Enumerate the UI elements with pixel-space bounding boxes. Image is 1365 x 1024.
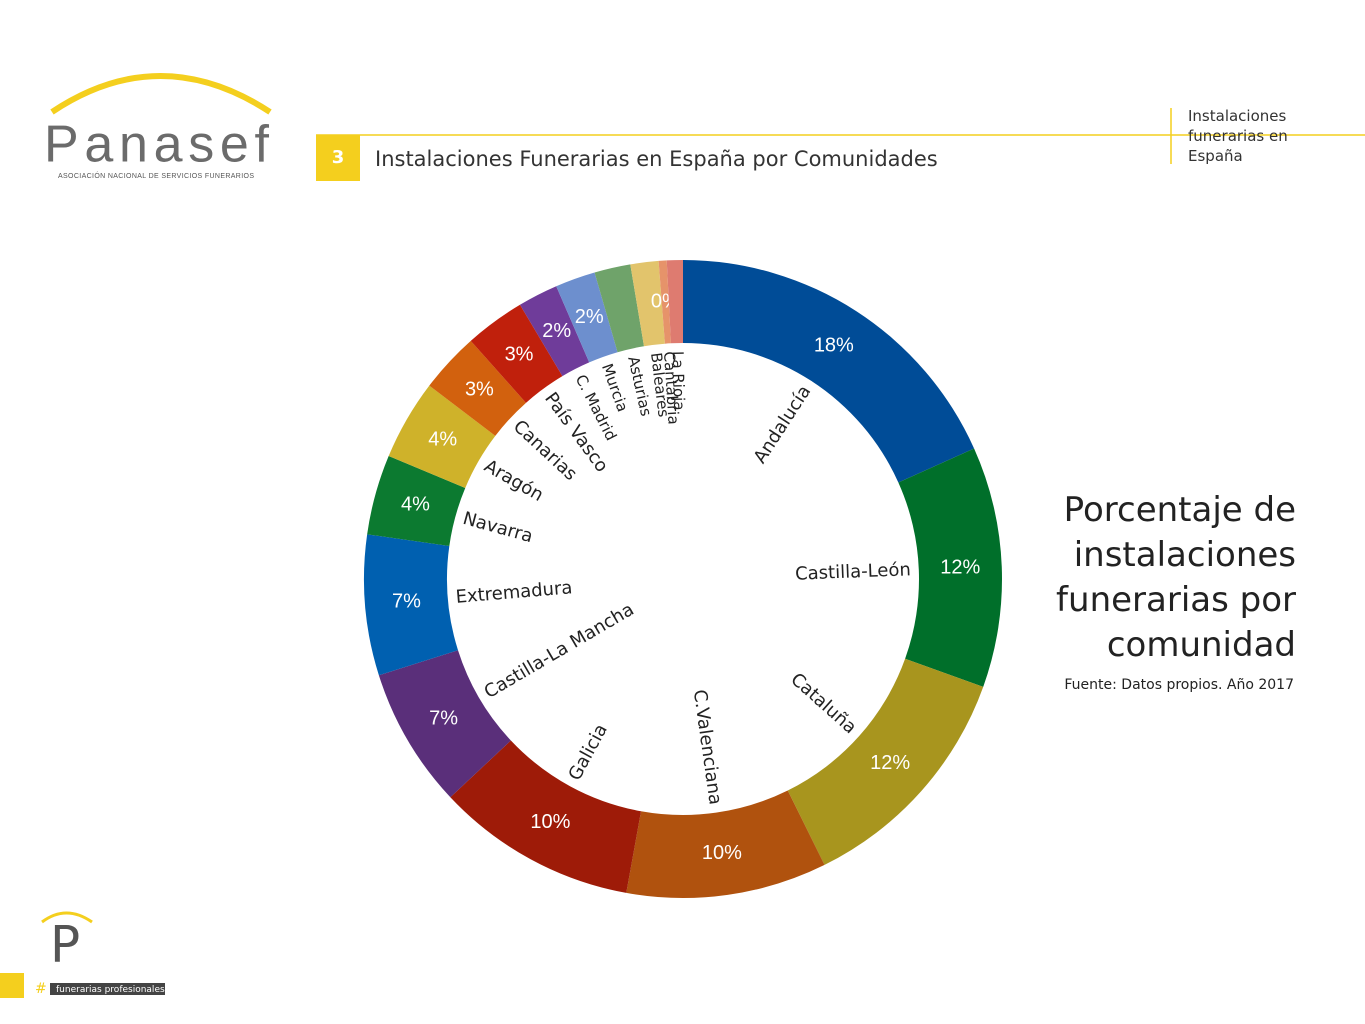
section-title: Instalaciones Funerarias en España por C…	[375, 147, 938, 171]
category-label: Aragón	[481, 455, 547, 505]
footer-box	[0, 973, 24, 998]
category-label: Andalucía	[750, 382, 816, 468]
slice	[787, 658, 984, 865]
slice	[556, 272, 618, 363]
category-label: C.Valenciana	[689, 688, 726, 806]
slice	[666, 260, 683, 344]
value-label: 3%	[505, 343, 534, 365]
slice	[683, 260, 975, 483]
value-label: 12%	[940, 557, 980, 579]
value-label: 2%	[575, 306, 604, 328]
value-label: 4%	[428, 429, 457, 451]
value-label: 12%	[870, 752, 910, 774]
category-label: Castilla-León	[795, 559, 912, 584]
logo-subtitle: ASOCIACIÓN NACIONAL DE SERVICIOS FUNERAR…	[58, 171, 254, 180]
footer-arc	[41, 911, 93, 924]
slice	[519, 286, 590, 377]
logo: Panasef	[44, 116, 270, 174]
slice	[429, 340, 526, 436]
value-label: 10%	[702, 842, 742, 864]
footer-tagline: funerarias profesionales	[56, 985, 165, 995]
slice	[363, 534, 458, 676]
slice	[450, 740, 642, 893]
chart-source: Fuente: Datos propios. Año 2017	[1064, 677, 1294, 693]
value-label: 2%	[542, 320, 571, 342]
value-label: 18%	[814, 334, 854, 356]
category-label: Castilla-La Mancha	[481, 599, 638, 703]
category-label: Galicia	[564, 721, 612, 785]
slice	[378, 650, 511, 798]
value-label: 7%	[392, 590, 421, 612]
value-label: 3%	[465, 379, 494, 401]
section-box	[316, 135, 360, 181]
footer-bar	[50, 983, 165, 995]
slice	[658, 260, 671, 344]
side-note: Instalaciones funerarias en España	[1188, 107, 1288, 165]
slice	[388, 385, 496, 488]
slice	[626, 790, 825, 898]
slice	[367, 455, 466, 546]
value-label: 4%	[401, 494, 430, 516]
value-label: 10%	[530, 811, 570, 833]
category-label: Cataluña	[786, 669, 860, 738]
category-label: Extremadura	[455, 577, 573, 608]
footer-logo: P	[50, 916, 80, 974]
slice	[594, 264, 644, 353]
slice	[898, 448, 1003, 687]
slice	[470, 304, 563, 403]
slice	[630, 260, 665, 347]
category-label: Cantabria	[660, 351, 683, 425]
category-label: Navarra	[461, 508, 536, 547]
section-number: 3	[332, 147, 345, 168]
category-label: La Rioja	[669, 351, 689, 411]
footer-hash: #	[35, 981, 47, 997]
chart-title: Porcentaje de instalaciones funerarias p…	[1056, 490, 1296, 665]
logo-arc	[50, 73, 272, 115]
value-label: 7%	[429, 708, 458, 730]
